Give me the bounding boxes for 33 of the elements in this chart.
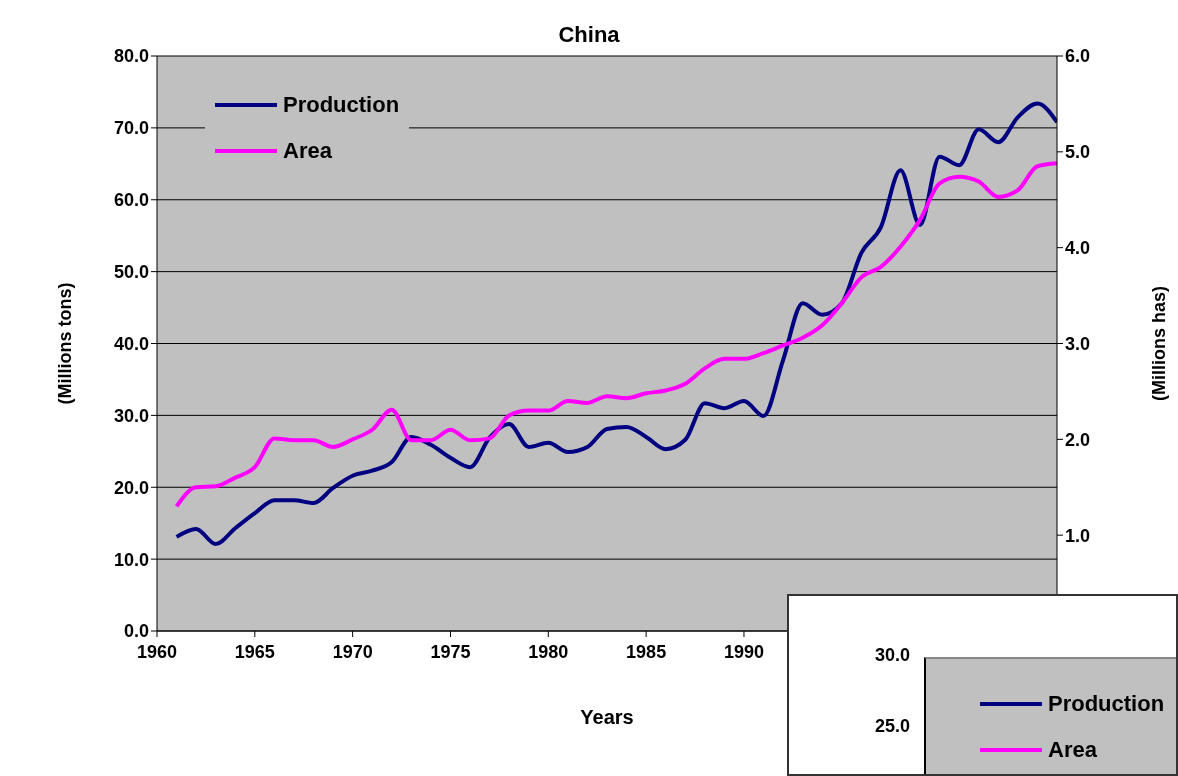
y-tick-label: 40.0 <box>113 333 149 354</box>
chart-title: China <box>557 22 621 48</box>
y-tick-label: 60.0 <box>113 190 149 211</box>
y2-axis-title: (Millions has) <box>1149 285 1170 402</box>
x-tick-label: 1975 <box>430 641 471 662</box>
x-tick-label: 1985 <box>626 641 667 662</box>
legend-label: Production <box>1048 691 1165 717</box>
x-tick-label: 1990 <box>723 641 764 662</box>
y-tick-label: 50.0 <box>113 262 149 283</box>
x-tick-label: 1965 <box>234 641 275 662</box>
legend-label: Area <box>1048 737 1097 763</box>
text: 25.0 <box>874 716 910 737</box>
x-axis-title: Years <box>580 706 634 728</box>
text: 30.0 <box>874 645 910 666</box>
x-tick-label: 1980 <box>528 641 569 662</box>
y-tick-label: 80.0 <box>113 46 149 67</box>
y-tick-label: 10.0 <box>113 549 149 570</box>
x-tick-label: 1960 <box>136 641 178 662</box>
line-series <box>174 161 1057 509</box>
y-axis-title: (Millions tons) <box>55 282 76 405</box>
y2-tick-label: 2.0 <box>1065 429 1091 450</box>
x-tick-label: 1970 <box>332 641 373 662</box>
y2-tick-label: 5.0 <box>1065 142 1091 163</box>
y2-tick-label: 1.0 <box>1065 525 1091 546</box>
y-tick-label: 30.0 <box>113 405 149 426</box>
y-tick-label: 70.0 <box>113 118 149 139</box>
legend-label: Production <box>283 92 400 118</box>
y2-tick-label: 6.0 <box>1065 46 1091 67</box>
y-tick-label: 20.0 <box>113 477 149 498</box>
y-tick-label: 0.0 <box>123 621 149 642</box>
y2-tick-label: 4.0 <box>1065 238 1091 259</box>
legend-label: Area <box>283 138 332 164</box>
y2-tick-label: 3.0 <box>1065 333 1091 354</box>
